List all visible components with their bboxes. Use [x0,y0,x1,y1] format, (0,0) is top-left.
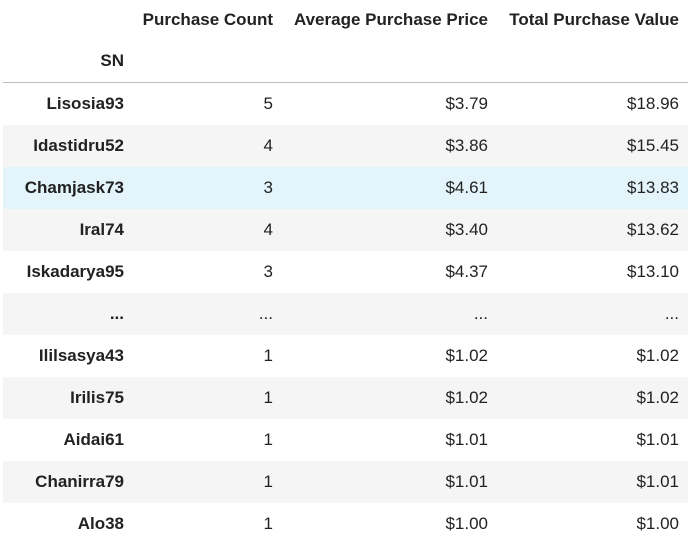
index-name-filler [133,40,282,83]
cell-average-purchase-price: $1.01 [445,471,488,491]
column-header-total-purchase-value: Total Purchase Value [509,10,679,29]
row-index-sn: Iskadarya95 [26,261,124,281]
row-index-sn: Idastidru52 [33,135,124,155]
cell-average-purchase-price: $1.01 [445,429,488,449]
table-row-ellipsis: ... ... ... ... [3,292,688,335]
cell-average-purchase-price: $3.86 [445,135,488,155]
index-name-row: SN [3,40,688,83]
table-row: Irilis75 1 $1.02 $1.02 [3,376,688,419]
index-name-filler [497,40,688,83]
cell-total-purchase-value: $1.01 [636,429,679,449]
row-index-sn: Chanirra79 [35,471,124,491]
table-row: Alo38 1 $1.00 $1.00 [3,502,688,545]
table-body: Lisosia93 5 $3.79 $18.96 Idastidru52 4 $… [3,82,688,545]
cell-purchase-count: 3 [263,177,273,197]
row-index-sn: Iral74 [79,219,124,239]
dataframe-table: Purchase Count Average Purchase Price To… [3,0,688,545]
index-name-sn: SN [100,51,124,70]
cell-purchase-count: 1 [263,387,273,407]
cell-total-purchase-value: ... [664,303,679,323]
table-row-hovered: Chamjask73 3 $4.61 $13.83 [3,166,688,209]
table-row: Chanirra79 1 $1.01 $1.01 [3,460,688,503]
cell-average-purchase-price: $3.79 [445,93,488,113]
cell-average-purchase-price: $1.02 [445,345,488,365]
cell-purchase-count: 3 [263,261,273,281]
cell-purchase-count: 1 [263,513,273,533]
cell-total-purchase-value: $18.96 [627,93,679,113]
row-index-sn: Ililsasya43 [38,345,124,365]
row-index-sn: Lisosia93 [46,93,125,113]
column-header-average-purchase-price: Average Purchase Price [293,10,488,29]
cell-total-purchase-value: $1.00 [636,513,679,533]
cell-average-purchase-price: $1.02 [445,387,488,407]
table-row: Iral74 4 $3.40 $13.62 [3,208,688,251]
row-index-sn: Aidai61 [63,429,124,449]
row-index-sn: ... [109,303,124,323]
cell-purchase-count: 5 [263,93,273,113]
cell-total-purchase-value: $1.02 [636,345,679,365]
cell-total-purchase-value: $13.83 [627,177,679,197]
cell-total-purchase-value: $1.02 [636,387,679,407]
row-index-sn: Alo38 [77,513,124,533]
row-index-sn: Irilis75 [70,387,124,407]
table-row: Idastidru52 4 $3.86 $15.45 [3,124,688,167]
table-row: Ililsasya43 1 $1.02 $1.02 [3,334,688,377]
cell-purchase-count: ... [258,303,273,323]
cell-average-purchase-price: $4.37 [445,261,488,281]
cell-purchase-count: 1 [263,429,273,449]
cell-average-purchase-price: $3.40 [445,219,488,239]
column-header-row: Purchase Count Average Purchase Price To… [3,0,688,40]
row-index-sn: Chamjask73 [24,177,124,197]
cell-total-purchase-value: $13.62 [627,219,679,239]
index-header-blank [3,0,133,40]
cell-purchase-count: 4 [263,135,273,155]
cell-total-purchase-value: $13.10 [627,261,679,281]
cell-average-purchase-price: $4.61 [445,177,488,197]
index-name-filler [282,40,497,83]
cell-average-purchase-price: $1.00 [445,513,488,533]
table-row: Iskadarya95 3 $4.37 $13.10 [3,250,688,293]
table-header: Purchase Count Average Purchase Price To… [3,0,688,83]
cell-purchase-count: 1 [263,471,273,491]
table-row: Lisosia93 5 $3.79 $18.96 [3,82,688,125]
cell-average-purchase-price: ... [473,303,488,323]
column-header-purchase-count: Purchase Count [142,10,273,29]
cell-total-purchase-value: $15.45 [627,135,679,155]
table-row: Aidai61 1 $1.01 $1.01 [3,418,688,461]
cell-purchase-count: 1 [263,345,273,365]
cell-total-purchase-value: $1.01 [636,471,679,491]
cell-purchase-count: 4 [263,219,273,239]
